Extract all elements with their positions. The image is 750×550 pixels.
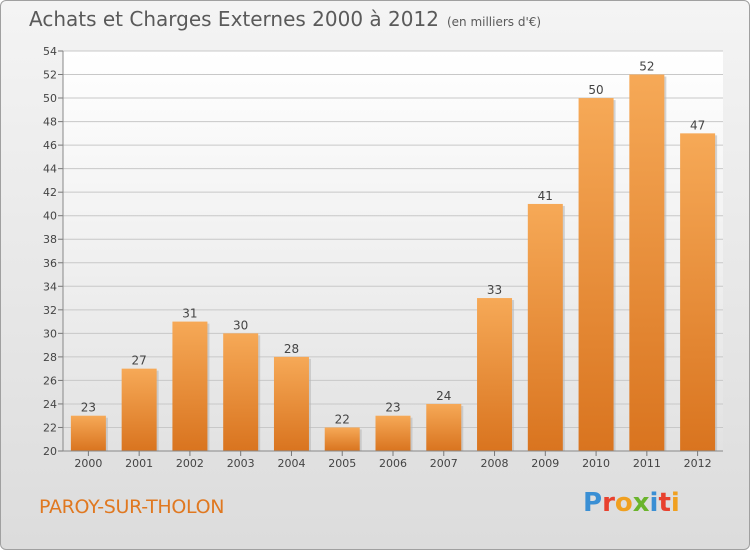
bar-value-label: 28	[284, 342, 299, 356]
y-tick-label: 34	[43, 280, 57, 293]
bar-value-label: 50	[588, 83, 603, 97]
bar-value-label: 24	[436, 389, 451, 403]
bar-value-label: 27	[132, 354, 147, 368]
y-tick-label: 24	[43, 398, 57, 411]
bar-value-label: 41	[538, 189, 553, 203]
x-tick-label: 2008	[481, 457, 509, 470]
bar-value-label: 33	[487, 283, 502, 297]
y-tick-label: 44	[43, 163, 57, 176]
bar-value-label: 31	[182, 307, 197, 321]
logo-letter: x	[632, 488, 650, 518]
chart-unit: (en milliers d'€)	[446, 15, 542, 29]
logo-letter: P	[583, 488, 603, 518]
y-tick-label: 30	[43, 327, 57, 340]
logo-letter: r	[602, 488, 615, 518]
bar	[578, 98, 614, 451]
y-tick-label: 40	[43, 210, 57, 223]
x-tick-label: 2004	[277, 457, 305, 470]
y-tick-label: 36	[43, 257, 57, 270]
bar	[70, 415, 106, 451]
logo-letter: i	[670, 488, 680, 518]
plot-area	[63, 51, 723, 451]
x-axis: 2000 2001 2002 2003 2004 2005 2006 2007 2008 2009…	[63, 450, 723, 470]
chart-title-text: Achats et Charges Externes 2000 à 2012	[29, 7, 439, 31]
y-tick-label: 52	[43, 69, 57, 82]
bar	[527, 203, 563, 451]
bar	[324, 427, 360, 451]
y-tick-label: 54	[43, 45, 57, 58]
x-tick-label: 2002	[176, 457, 204, 470]
x-tick-label: 2012	[684, 457, 712, 470]
bar	[172, 321, 208, 451]
y-tick-label: 28	[43, 351, 57, 364]
logo-letter: o	[614, 488, 633, 518]
x-tick-label: 2010	[582, 457, 610, 470]
bar	[629, 74, 665, 451]
bar	[375, 415, 411, 451]
bar	[121, 368, 157, 451]
bars: 23 27 31 30 28 22 23 24 33 41 50 52 47	[70, 60, 718, 451]
y-tick-label: 50	[43, 92, 57, 105]
x-tick-label: 2009	[531, 457, 559, 470]
x-tick-label: 2007	[430, 457, 458, 470]
y-tick-label: 48	[43, 116, 57, 129]
x-tick-label: 2003	[227, 457, 255, 470]
y-tick-label: 46	[43, 139, 57, 152]
logo-letter: t	[658, 488, 671, 518]
bar-value-label: 47	[690, 118, 705, 132]
y-tick-label: 20	[43, 445, 57, 458]
x-tick-label: 2001	[125, 457, 153, 470]
y-tick-label: 22	[43, 421, 57, 434]
chart-title: Achats et Charges Externes 2000 à 2012 (e…	[29, 7, 541, 31]
proxiti-logo: Proxiti	[583, 488, 680, 518]
bar	[426, 403, 462, 451]
y-tick-label: 42	[43, 186, 57, 199]
bar-value-label: 52	[639, 60, 654, 74]
y-tick-label: 32	[43, 304, 57, 317]
y-tick-label: 38	[43, 233, 57, 246]
bar	[477, 298, 513, 451]
x-tick-label: 2006	[379, 457, 407, 470]
x-tick-label: 2000	[74, 457, 102, 470]
bar-value-label: 23	[81, 401, 96, 415]
x-tick-label: 2005	[328, 457, 356, 470]
bar-value-label: 30	[233, 318, 248, 332]
bar-value-label: 22	[335, 412, 350, 426]
bar	[223, 333, 259, 451]
x-tick-label: 2011	[633, 457, 661, 470]
bar-value-label: 23	[385, 401, 400, 415]
logo-letter: i	[649, 488, 659, 518]
bar	[680, 133, 716, 451]
y-axis: 20 22 24 26 28 30 32 34 36 38 40 42 44 46 48 50 52 54	[43, 45, 64, 458]
bar	[273, 356, 309, 451]
y-tick-label: 26	[43, 374, 57, 387]
commune-name: PAROY-SUR-THOLON	[39, 496, 225, 518]
